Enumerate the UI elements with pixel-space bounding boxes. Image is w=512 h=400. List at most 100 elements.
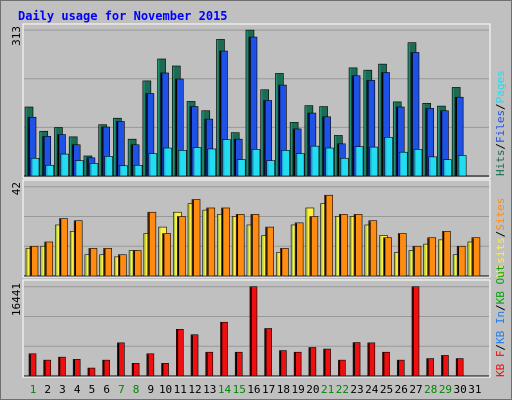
legend-visits: Visits	[494, 237, 507, 277]
bar-sites-day-3	[59, 218, 68, 277]
bar-kbytes-day-3	[58, 356, 66, 377]
day-label-23: 23	[350, 383, 363, 396]
bar-kbytes-day-15	[234, 351, 243, 377]
bar-pages-day-23	[354, 146, 364, 177]
bar-sites-day-5	[88, 248, 98, 277]
bar-sites-day-30	[456, 245, 466, 277]
bar-sites-day-6	[103, 248, 112, 277]
legend-separator: /	[494, 304, 507, 311]
legend-separator: /	[494, 344, 507, 351]
bar-sites-day-23	[353, 214, 363, 277]
bar-kbytes-day-22	[338, 359, 346, 377]
bar-sites-day-17	[265, 226, 274, 277]
day-label-15: 15	[233, 383, 246, 396]
bar-sites-day-16	[250, 214, 260, 277]
bar-kbytes-day-8	[131, 363, 140, 377]
legend-kb-f: KB F	[494, 351, 507, 378]
bar-sites-day-9	[147, 211, 157, 277]
bar-sites-day-4	[73, 220, 83, 277]
bar-sites-day-1	[29, 245, 39, 277]
bar-sites-day-14	[221, 207, 230, 277]
bar-pages-day-3	[60, 153, 69, 177]
chart-title: Daily usage for November 2015	[18, 9, 228, 23]
bar-pages-day-9	[148, 153, 158, 177]
bar-kbytes-day-20	[308, 347, 317, 377]
day-label-4: 4	[74, 383, 81, 396]
panel-kbytes	[22, 279, 491, 378]
bar-kbytes-day-28	[426, 358, 435, 377]
bar-pages-day-30	[457, 155, 467, 177]
legend-kb-out: KB Out	[494, 265, 507, 305]
bar-sites-day-2	[44, 241, 54, 277]
bar-sites-day-20	[309, 216, 319, 277]
bar-sites-day-31	[471, 237, 481, 277]
bar-sites-day-12	[191, 199, 201, 277]
bar-pages-day-2	[45, 164, 55, 177]
bar-kbytes-day-23	[352, 342, 361, 377]
day-label-1: 1	[30, 383, 37, 396]
day-label-12: 12	[188, 383, 201, 396]
bar-kbytes-day-26	[396, 359, 405, 377]
bar-kbytes-day-19	[293, 351, 302, 377]
day-label-28: 28	[424, 383, 437, 396]
bar-pages-day-17	[266, 160, 275, 177]
bar-pages-day-5	[89, 163, 99, 177]
bar-sites-day-7	[118, 254, 127, 277]
day-labels: 1 2 3 4 5 6 7 8 9 10 11 12 13 14 15 16 17 18 19 20 21 22 23 24 2…	[30, 383, 482, 396]
legend-separator: /	[494, 143, 507, 150]
bar-sites-day-29	[442, 231, 451, 277]
bar-kbytes-day-6	[102, 359, 110, 377]
bar-sites-day-11	[177, 216, 186, 277]
legend-hits: Hits	[494, 150, 507, 177]
bar-kbytes-day-7	[117, 342, 125, 377]
scale-label-kbytes: 16441	[10, 283, 23, 316]
bar-pages-day-10	[163, 147, 172, 177]
bar-kbytes-day-11	[176, 328, 184, 377]
day-label-16: 16	[247, 383, 260, 396]
panel-hits-files-pages	[22, 23, 491, 179]
day-label-30: 30	[454, 383, 467, 396]
bar-kbytes-day-18	[279, 350, 287, 377]
bar-sites-day-25	[383, 237, 392, 277]
bar-pages-day-8	[133, 164, 143, 177]
day-label-31: 31	[468, 383, 481, 396]
bar-sites-day-13	[206, 207, 216, 277]
day-label-27: 27	[409, 383, 422, 396]
bar-pages-day-24	[369, 146, 379, 177]
bar-pages-day-4	[74, 160, 84, 177]
bar-sites-day-24	[368, 220, 378, 277]
day-label-13: 13	[203, 383, 216, 396]
bar-sites-day-18	[280, 248, 289, 277]
bar-pages-day-14	[222, 139, 231, 177]
legend-sites: Sites	[494, 198, 507, 231]
bar-pages-day-20	[310, 145, 320, 177]
bar-sites-day-10	[162, 233, 171, 277]
bars-layer	[24, 29, 481, 377]
bar-sites-day-27	[412, 245, 422, 277]
day-label-7: 7	[118, 383, 125, 396]
day-label-5: 5	[89, 383, 96, 396]
legend-kb-in: KB In	[494, 311, 507, 344]
day-label-8: 8	[133, 383, 140, 396]
bar-kbytes-day-9	[146, 353, 155, 377]
panel-visits-sites	[22, 179, 491, 278]
bar-pages-day-25	[384, 137, 393, 177]
bar-kbytes-day-5	[87, 367, 96, 377]
bar-sites-day-21	[324, 194, 333, 277]
bar-pages-day-16	[251, 149, 261, 177]
day-label-29: 29	[439, 383, 452, 396]
bar-kbytes-day-30	[455, 358, 464, 377]
legend-separator: /	[494, 231, 507, 238]
bar-pages-day-6	[104, 156, 113, 177]
bar-kbytes-day-16	[249, 286, 258, 377]
bar-kbytes-day-1	[28, 353, 37, 377]
bar-sites-day-8	[132, 250, 142, 277]
day-label-9: 9	[148, 383, 155, 396]
bar-pages-day-12	[192, 147, 202, 177]
bar-kbytes-day-29	[441, 355, 449, 377]
day-label-11: 11	[174, 383, 187, 396]
day-label-19: 19	[292, 383, 305, 396]
day-label-20: 20	[306, 383, 319, 396]
